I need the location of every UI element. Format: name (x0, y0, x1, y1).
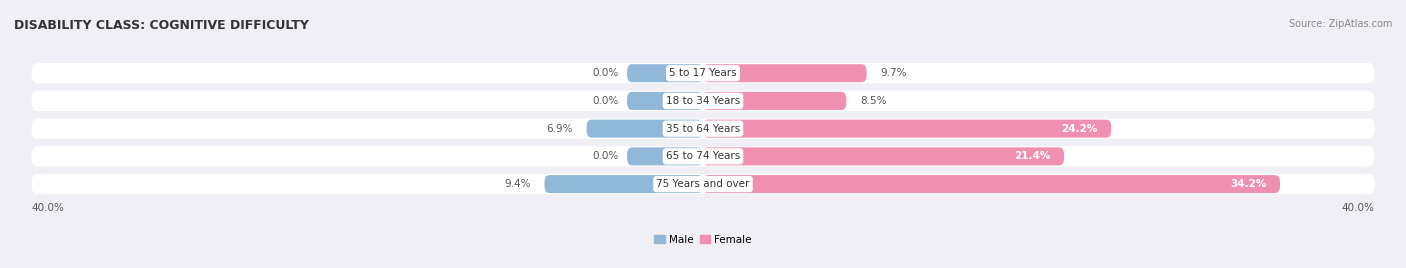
Text: 6.9%: 6.9% (547, 124, 574, 134)
Text: 18 to 34 Years: 18 to 34 Years (666, 96, 740, 106)
Text: 35 to 64 Years: 35 to 64 Years (666, 124, 740, 134)
Text: Source: ZipAtlas.com: Source: ZipAtlas.com (1288, 19, 1392, 29)
Text: 40.0%: 40.0% (1341, 203, 1375, 213)
FancyBboxPatch shape (31, 174, 1375, 194)
Text: 0.0%: 0.0% (592, 96, 619, 106)
FancyBboxPatch shape (703, 64, 866, 82)
FancyBboxPatch shape (627, 147, 703, 165)
Text: 65 to 74 Years: 65 to 74 Years (666, 151, 740, 161)
FancyBboxPatch shape (586, 120, 703, 138)
Text: 9.7%: 9.7% (880, 68, 907, 78)
Text: 0.0%: 0.0% (592, 151, 619, 161)
Text: 5 to 17 Years: 5 to 17 Years (669, 68, 737, 78)
Text: 75 Years and over: 75 Years and over (657, 179, 749, 189)
FancyBboxPatch shape (627, 64, 703, 82)
FancyBboxPatch shape (31, 118, 1375, 139)
FancyBboxPatch shape (544, 175, 703, 193)
Text: 21.4%: 21.4% (1014, 151, 1050, 161)
Text: 24.2%: 24.2% (1062, 124, 1098, 134)
FancyBboxPatch shape (703, 147, 1064, 165)
FancyBboxPatch shape (703, 92, 846, 110)
Text: 40.0%: 40.0% (31, 203, 65, 213)
FancyBboxPatch shape (627, 92, 703, 110)
FancyBboxPatch shape (31, 146, 1375, 166)
Text: 8.5%: 8.5% (860, 96, 886, 106)
FancyBboxPatch shape (31, 63, 1375, 83)
Text: 34.2%: 34.2% (1230, 179, 1267, 189)
Text: 0.0%: 0.0% (592, 68, 619, 78)
Text: 9.4%: 9.4% (505, 179, 531, 189)
FancyBboxPatch shape (31, 91, 1375, 111)
FancyBboxPatch shape (703, 175, 1279, 193)
FancyBboxPatch shape (703, 120, 1111, 138)
Legend: Male, Female: Male, Female (650, 230, 756, 249)
Text: DISABILITY CLASS: COGNITIVE DIFFICULTY: DISABILITY CLASS: COGNITIVE DIFFICULTY (14, 19, 309, 32)
